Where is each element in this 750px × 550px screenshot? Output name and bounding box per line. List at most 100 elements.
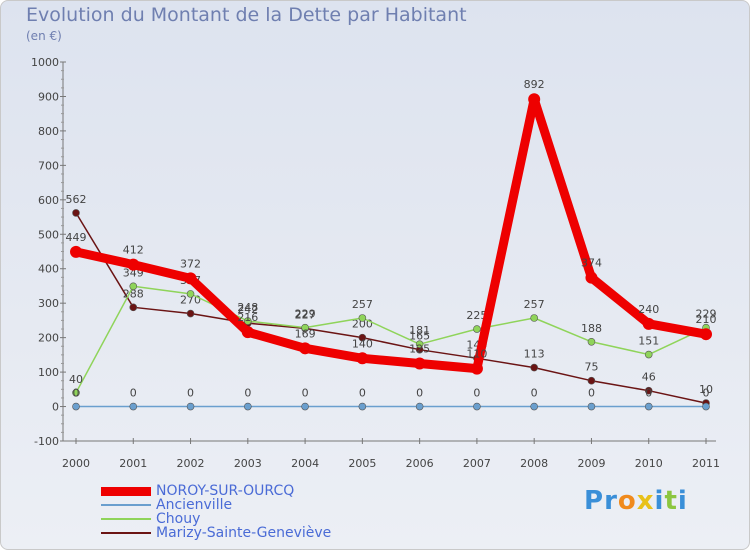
data-label-chouy: 151: [638, 335, 659, 348]
data-point-ancienville: [587, 402, 596, 411]
chart-unit-label: (en €): [26, 29, 62, 43]
x-tick-label: 2003: [234, 457, 262, 470]
data-point-chouy: [644, 350, 653, 359]
data-point-noroysurourcq: [241, 326, 254, 339]
y-tick-label: 400: [38, 263, 59, 276]
data-label-ancienville: 0: [531, 387, 538, 400]
data-label-ancienville: 0: [73, 387, 80, 400]
data-label-marizysaintegenevive: 562: [66, 193, 87, 206]
data-label-noroysurourcq: 216: [237, 311, 258, 324]
data-label-noroysurourcq: 110: [466, 348, 487, 361]
legend-swatch-chouy: [101, 518, 151, 520]
data-label-ancienville: 0: [473, 387, 480, 400]
y-tick-label: 0: [52, 401, 59, 414]
data-label-marizysaintegenevive: 10: [699, 383, 713, 396]
y-tick-label: 800: [38, 125, 59, 138]
data-point-ancienville: [702, 402, 710, 411]
data-point-marizysaintegenevive: [644, 386, 653, 395]
data-label-ancienville: 0: [703, 387, 710, 400]
data-point-ancienville: [530, 402, 538, 411]
data-label-chouy: 181: [409, 324, 430, 337]
data-label-chouy: 225: [466, 309, 487, 322]
data-label-chouy: 248: [237, 301, 258, 314]
chart-title: Evolution du Montant de la Dette par Hab…: [26, 4, 467, 26]
data-label-noroysurourcq: 125: [409, 342, 430, 355]
data-label-chouy: 257: [524, 298, 545, 311]
data-label-ancienville: 0: [645, 387, 652, 400]
data-label-noroysurourcq: 140: [352, 337, 373, 350]
data-label-noroysurourcq: 210: [696, 313, 717, 326]
data-label-ancienville: 0: [416, 387, 423, 400]
x-tick-label: 2000: [62, 457, 90, 470]
data-point-chouy: [129, 282, 138, 291]
data-point-chouy: [186, 290, 195, 298]
data-point-chouy: [358, 314, 367, 322]
data-point-marizysaintegenevive: [186, 309, 195, 318]
legend-swatch-ancienville: [101, 504, 151, 506]
legend-label-marizy: Marizy-Sainte-Geneviève: [156, 525, 332, 541]
data-point-ancienville: [129, 402, 138, 411]
data-label-noroysurourcq: 374: [581, 257, 602, 270]
data-point-ancienville: [186, 402, 195, 411]
x-tick-label: 2011: [692, 457, 720, 470]
data-label-marizysaintegenevive: 227: [295, 308, 316, 321]
legend-label-ancienville: Ancienville: [156, 497, 233, 513]
legend-label-noroy: NOROY-SUR-OURCQ: [156, 483, 295, 499]
y-tick-label: -100: [34, 435, 59, 448]
data-point-noroysurourcq: [528, 93, 541, 106]
data-point-marizysaintegenevive: [587, 376, 596, 385]
x-tick-label: 2009: [577, 457, 605, 470]
series-line-noroysurourcq: [71, 94, 711, 374]
data-label-noroysurourcq: 169: [295, 327, 316, 340]
legend-label-chouy: Chouy: [156, 511, 201, 527]
data-point-marizysaintegenevive: [358, 333, 367, 342]
data-point-noroysurourcq: [700, 328, 712, 341]
data-point-noroysurourcq: [299, 342, 312, 355]
data-label-marizysaintegenevive: 75: [584, 361, 598, 374]
x-tick-label: 2007: [463, 457, 491, 470]
y-tick-label: 1000: [31, 56, 59, 69]
legend-swatch-noroy: [101, 487, 151, 496]
data-point-marizysaintegenevive: [530, 363, 538, 372]
data-point-noroysurourcq: [184, 272, 197, 285]
data-point-noroysurourcq: [70, 245, 82, 258]
data-label-ancienville: 0: [588, 387, 595, 400]
y-tick-label: 700: [38, 159, 59, 172]
data-point-chouy: [473, 325, 481, 333]
x-tick-label: 2010: [635, 457, 663, 470]
data-point-chouy: [587, 337, 596, 346]
data-label-marizysaintegenevive: 46: [642, 371, 656, 384]
data-point-ancienville: [415, 402, 424, 411]
series-line-marizysaintegenevive: [75, 212, 707, 404]
y-tick-label: 900: [38, 90, 59, 103]
data-label-ancienville: 0: [187, 387, 194, 400]
data-label-noroysurourcq: 240: [638, 303, 659, 316]
data-label-chouy: 188: [581, 322, 602, 335]
data-point-marizysaintegenevive: [129, 303, 138, 312]
y-tick-label: 600: [38, 194, 59, 207]
data-point-marizysaintegenevive: [72, 209, 80, 217]
data-point-ancienville: [358, 402, 367, 411]
data-label-marizysaintegenevive: 113: [524, 348, 545, 361]
data-label-ancienville: 0: [302, 387, 309, 400]
data-point-chouy: [72, 388, 80, 397]
data-point-ancienville: [301, 402, 309, 411]
data-label-marizysaintegenevive: 165: [409, 330, 430, 343]
data-label-chouy: 257: [352, 298, 373, 311]
data-point-noroysurourcq: [470, 362, 483, 375]
data-point-noroysurourcq: [356, 352, 369, 365]
data-point-chouy: [415, 340, 424, 348]
x-tick-label: 2004: [291, 457, 319, 470]
data-point-noroysurourcq: [585, 271, 598, 284]
data-label-chouy: 229: [295, 308, 316, 321]
data-point-ancienville: [72, 402, 80, 411]
data-point-ancienville: [244, 402, 252, 411]
data-label-marizysaintegenevive: 242: [237, 303, 258, 316]
x-tick-label: 2006: [406, 457, 434, 470]
data-label-chouy: 229: [696, 308, 717, 321]
data-point-chouy: [301, 323, 309, 332]
data-point-noroysurourcq: [127, 258, 140, 271]
proxiti-logo: Proxiti: [584, 486, 688, 516]
